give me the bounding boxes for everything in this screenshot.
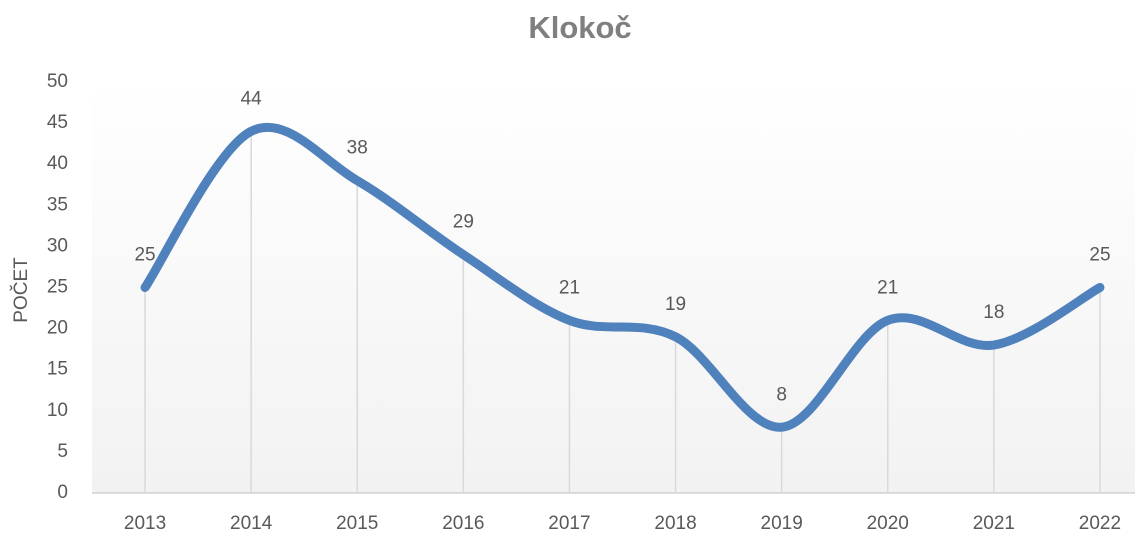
data-label: 19 — [665, 294, 686, 315]
data-label: 38 — [347, 138, 368, 159]
x-tick-label: 2018 — [654, 513, 696, 534]
y-tick-label: 30 — [47, 235, 68, 256]
x-tick-label: 2019 — [761, 513, 803, 534]
y-tick-label: 25 — [47, 277, 68, 298]
x-tick-label: 2015 — [336, 513, 378, 534]
data-label: 44 — [241, 88, 263, 109]
data-label: 18 — [983, 302, 1004, 323]
data-label: 29 — [453, 212, 474, 233]
x-tick-label: 2020 — [867, 513, 909, 534]
data-label: 25 — [1089, 245, 1110, 266]
x-tick-label: 2022 — [1079, 513, 1121, 534]
y-axis-label: POČET — [10, 257, 32, 323]
data-label: 21 — [559, 277, 580, 298]
x-tick-label: 2013 — [124, 513, 166, 534]
y-tick-label: 35 — [47, 194, 68, 215]
data-label: 25 — [134, 245, 155, 266]
y-tick-label: 15 — [47, 359, 68, 380]
data-label: 8 — [776, 384, 787, 405]
x-tick-label: 2014 — [230, 513, 273, 534]
y-tick-label: 5 — [57, 441, 68, 462]
x-tick-label: 2021 — [973, 513, 1015, 534]
y-tick-label: 50 — [47, 71, 68, 92]
plot-area — [92, 82, 1135, 493]
y-tick-label: 45 — [47, 112, 68, 133]
y-tick-label: 40 — [47, 153, 68, 174]
chart-title: Klokoč — [528, 10, 631, 45]
data-label: 21 — [877, 277, 898, 298]
line-series — [140, 122, 1105, 432]
y-tick-label: 20 — [47, 318, 68, 339]
y-tick-label: 10 — [47, 400, 68, 421]
y-tick-label: 0 — [57, 482, 68, 503]
x-tick-label: 2016 — [442, 513, 484, 534]
x-tick-label: 2017 — [548, 513, 590, 534]
